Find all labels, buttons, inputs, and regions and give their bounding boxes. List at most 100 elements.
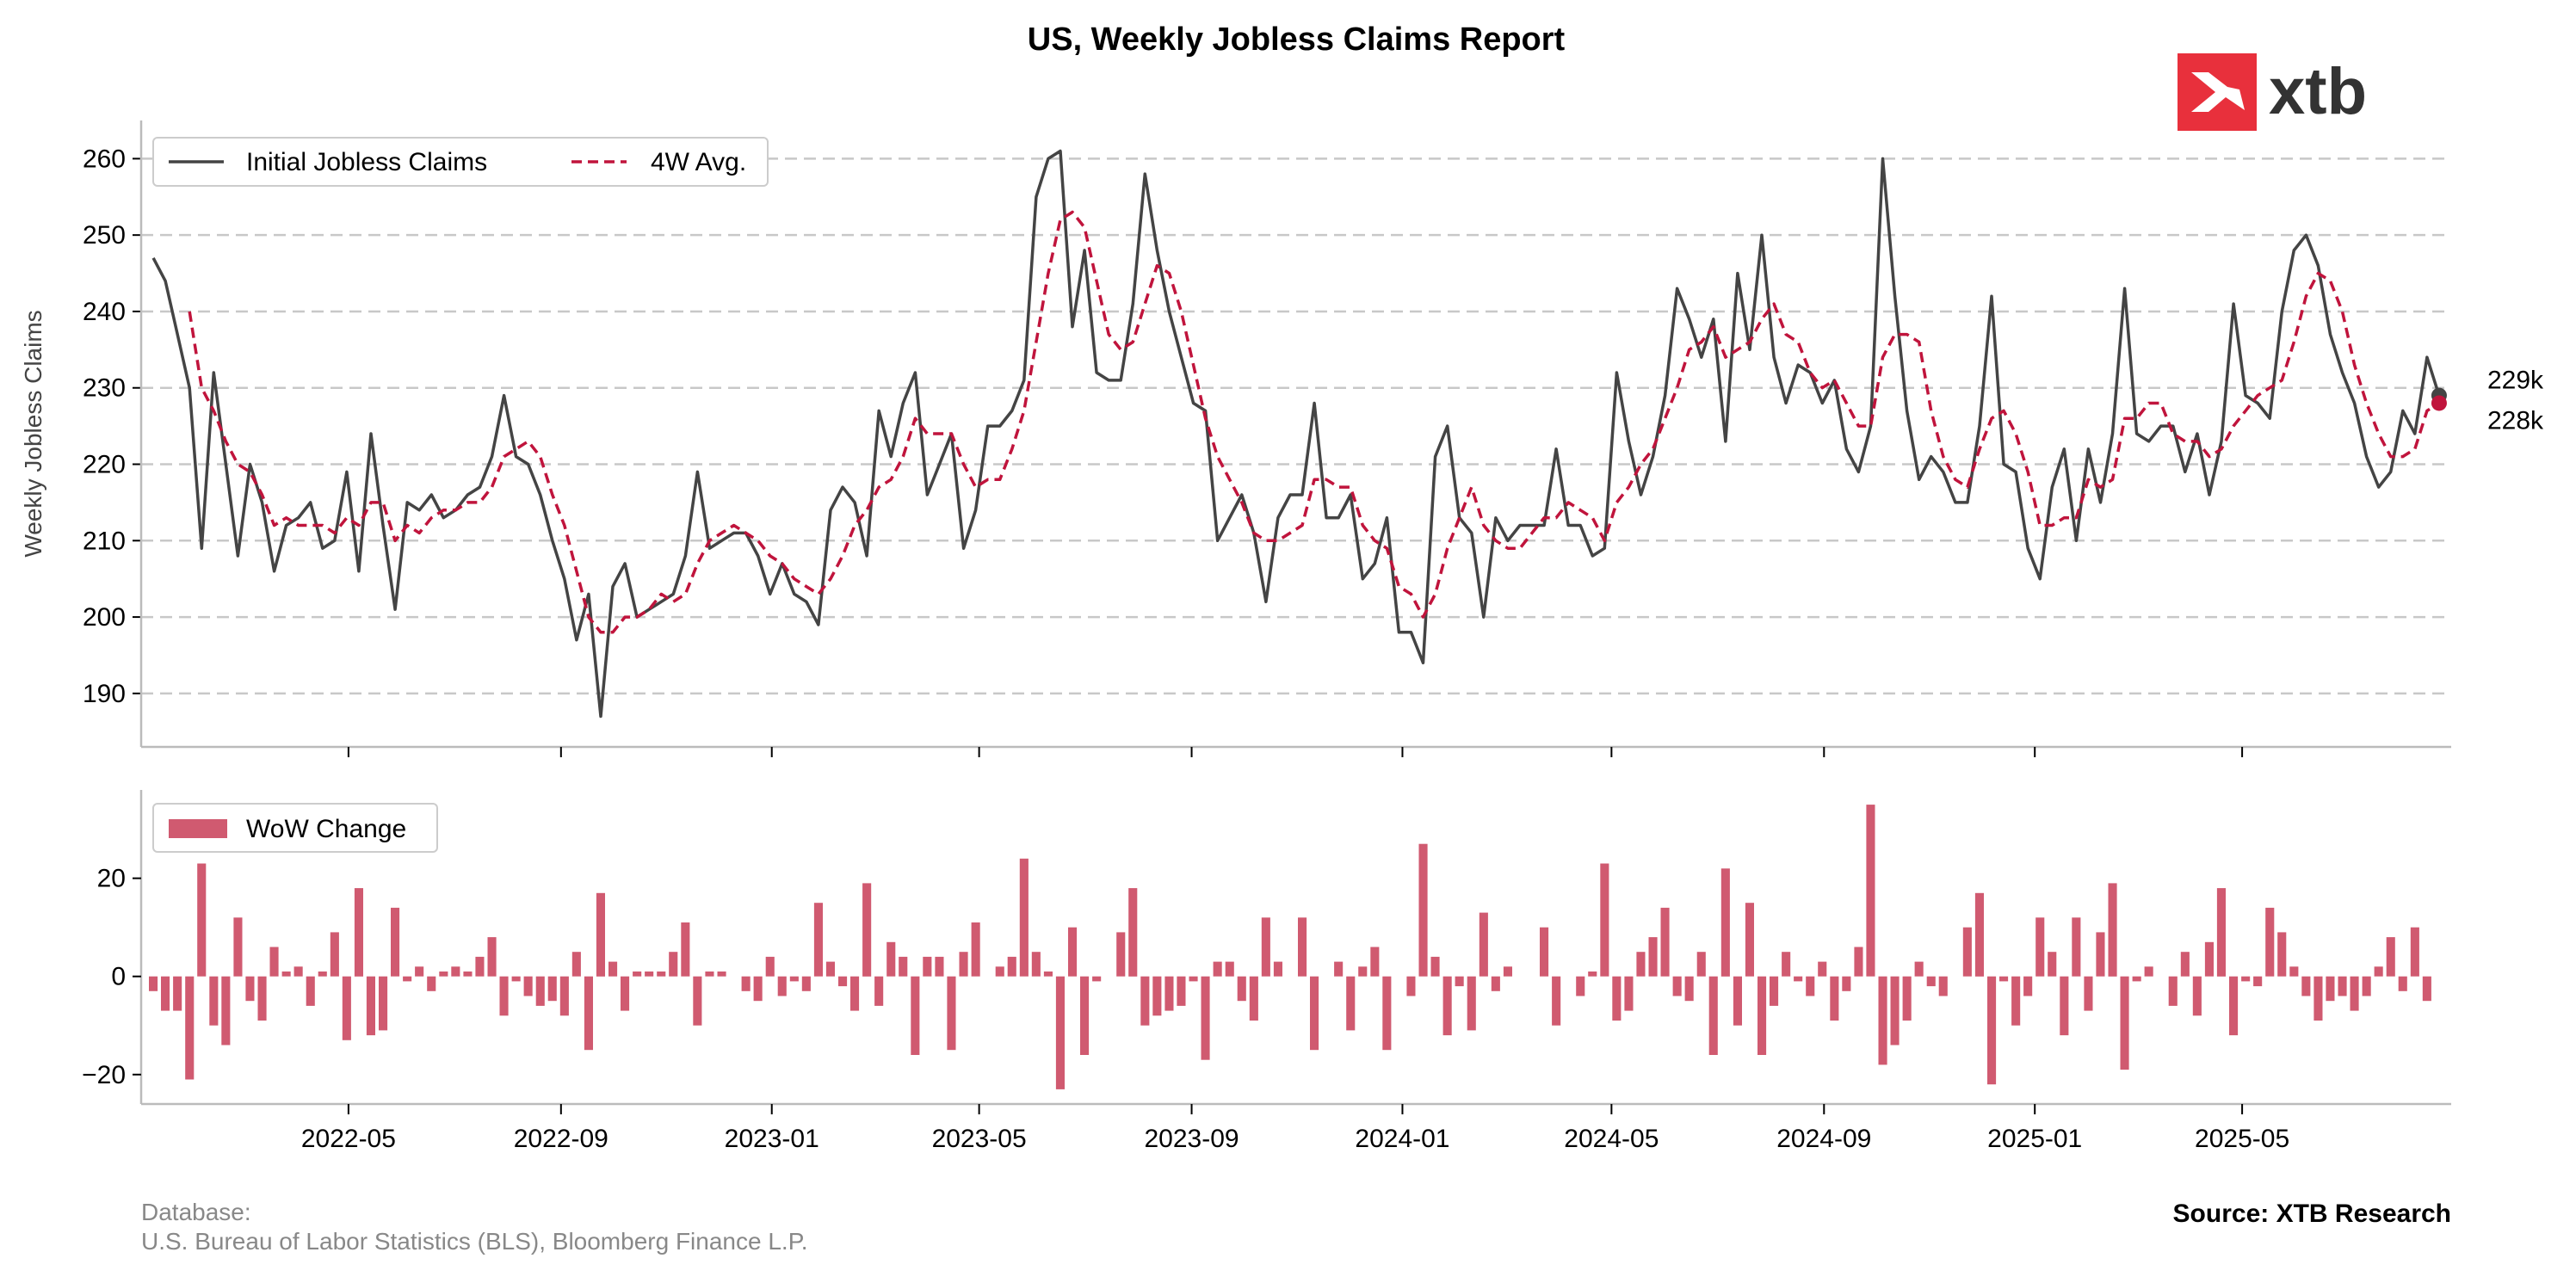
wow-bar [813, 903, 823, 977]
wow-bar [645, 972, 654, 977]
legend-label-initial-claims: Initial Jobless Claims [246, 148, 487, 176]
end-label-initial-claims: 229k [2487, 367, 2544, 395]
wow-bar [2084, 976, 2093, 1011]
xtb-logo-x-glyph [2191, 72, 2245, 112]
wow-bar [2035, 917, 2045, 977]
legend-label-4w-avg: 4W Avg. [651, 148, 746, 176]
wow-bar [1600, 863, 1609, 977]
x-tick-label: 2024-01 [1355, 1125, 1449, 1153]
wow-bar [2326, 976, 2335, 1002]
wow-bar [269, 947, 279, 977]
wow-bar [403, 976, 412, 982]
wow-bar [2204, 941, 2214, 977]
wow-bar [427, 976, 436, 991]
wow-bar [1648, 937, 1658, 977]
wow-bar [1503, 966, 1512, 977]
wow-bar [1043, 972, 1053, 977]
wow-bar [1806, 976, 1815, 996]
y-tick-label: 260 [83, 145, 126, 173]
wow-bar [161, 976, 170, 1011]
wow-bar [1854, 947, 1863, 977]
legend-bottom: WoW Change [152, 803, 438, 853]
legend-label-wow: WoW Change [246, 815, 406, 843]
wow-bar [995, 966, 1004, 977]
wow-bar [1745, 903, 1754, 977]
x-tick-label: 2023-05 [932, 1125, 1027, 1153]
wow-bar [1225, 961, 1234, 977]
wow-bar [1926, 976, 1936, 987]
wow-bar [1031, 952, 1041, 977]
wow-bar [1636, 952, 1646, 977]
x-tick-label: 2022-09 [514, 1125, 608, 1153]
wow-bar [2144, 966, 2153, 977]
wow-bar [1733, 976, 1742, 1026]
wow-bar [693, 976, 702, 1026]
wow-bar [2120, 976, 2129, 1070]
wow-bar [1177, 976, 1186, 1006]
wow-bar [1878, 976, 1887, 1065]
x-tick-label: 2025-05 [2195, 1125, 2289, 1153]
wow-bar [2011, 976, 2021, 1026]
database-label: Database: [141, 1199, 251, 1225]
wow-bar [1866, 805, 1875, 977]
wow-bar [1696, 952, 1706, 977]
wow-bar [2096, 932, 2105, 977]
y-tick-label: 20 [97, 865, 126, 893]
series-line-4w-avg [188, 210, 2440, 634]
y-tick-label: −20 [82, 1061, 126, 1089]
wow-bar [1576, 976, 1585, 996]
wow-bar [1684, 976, 1694, 1002]
wow-bar [753, 976, 763, 1002]
wow-bar [1818, 961, 1827, 977]
series-line-initial-claims [151, 149, 2441, 719]
y-tick-label: 250 [83, 221, 126, 250]
wow-bar [1770, 976, 1779, 1006]
wow-bar [1116, 932, 1126, 977]
wow-bar [439, 972, 448, 977]
wow-bar [415, 966, 424, 977]
wow-bar [1708, 976, 1718, 1055]
xtb-logo: xtb [2178, 53, 2367, 131]
wow-bar [281, 972, 291, 977]
wow-bar [850, 976, 860, 1011]
wow-bar [451, 966, 460, 977]
wow-bar [1430, 956, 1440, 977]
wow-bar [1455, 976, 1464, 987]
wow-bar [1068, 927, 1078, 977]
wow-bar [1720, 868, 1730, 977]
wow-bar [1540, 927, 1549, 977]
wow-bar [318, 972, 327, 977]
end-marker-4w-avg [2431, 395, 2447, 411]
wow-bar [1080, 976, 1090, 1055]
wow-bar [935, 956, 944, 977]
wow-bar [1999, 976, 2009, 982]
database-sources: U.S. Bureau of Labor Statistics (BLS), B… [141, 1228, 808, 1255]
wow-bar [257, 976, 267, 1021]
wow-bar [899, 956, 908, 977]
y-tick-label: 210 [83, 527, 126, 555]
wow-bar [1310, 976, 1319, 1051]
end-label-4w-avg: 228k [2487, 406, 2544, 435]
wow-bar [233, 917, 243, 977]
wow-bar [862, 883, 872, 977]
wow-bar [2386, 937, 2395, 977]
y-tick-label: 200 [83, 603, 126, 632]
wow-bar [1479, 912, 1488, 977]
y-axis-label: Weekly Jobless Claims [20, 310, 46, 557]
wow-bar [1370, 947, 1380, 977]
wow-bar [1491, 976, 1500, 991]
bottom-panel: −20 0 20 2022-05 2022-09 2023-01 2023-05 2023-0… [82, 790, 2451, 1153]
wow-bar [2048, 952, 2057, 977]
wow-bar [1757, 976, 1767, 1055]
wow-bar [1298, 917, 1307, 977]
wow-bar [487, 937, 497, 977]
wow-bar [2072, 917, 2081, 977]
wow-bar [1346, 976, 1356, 1031]
wow-bar [1624, 976, 1634, 1011]
wow-bar [1382, 976, 1392, 1051]
wow-bar [838, 976, 848, 987]
y-tick-label: 220 [83, 451, 126, 479]
wow-bar [379, 976, 388, 1031]
wow-bar [1842, 976, 1851, 991]
wow-bar [1019, 858, 1029, 977]
